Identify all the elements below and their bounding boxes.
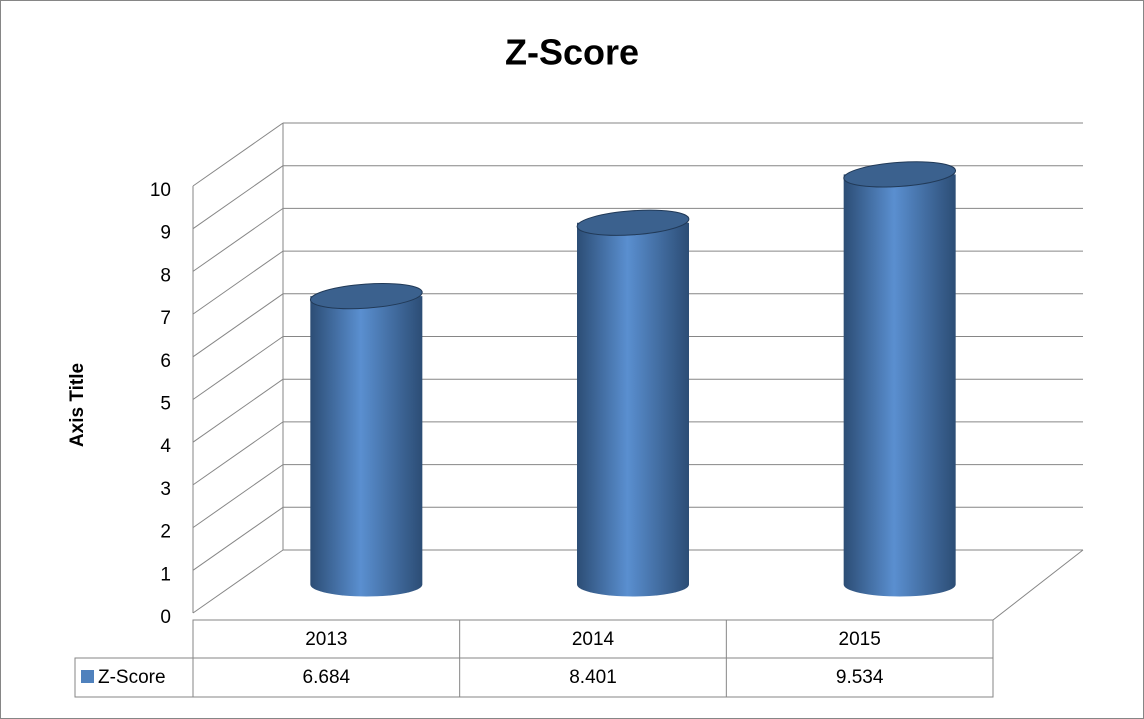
grid-line [192, 207, 284, 272]
y-tick-label: 3 [160, 479, 171, 500]
grid-line [192, 506, 284, 571]
y-tick-label: 9 [160, 223, 171, 244]
y-tick-label: 5 [160, 394, 171, 415]
x-tick-label: 2014 [572, 629, 615, 650]
grid-line [192, 464, 284, 529]
y-tick-label: 7 [160, 308, 171, 329]
grid-line [192, 165, 284, 230]
bar [843, 174, 956, 597]
grid-line [192, 421, 284, 486]
bar [310, 296, 423, 597]
grid-line [192, 549, 284, 614]
floor-edge [992, 549, 1084, 621]
chart-title: Z-Score [505, 32, 639, 73]
grid-line [192, 122, 284, 187]
grid-line [192, 293, 284, 358]
x-tick-label: 2015 [839, 629, 881, 650]
bar-top [309, 283, 423, 310]
table-value: 8.401 [569, 667, 617, 688]
y-tick-label: 1 [160, 564, 171, 585]
grid-line [192, 378, 284, 443]
table-value: 9.534 [836, 667, 884, 688]
y-tick-label: 4 [160, 436, 171, 457]
bar [577, 222, 689, 597]
legend-swatch [81, 670, 94, 683]
y-tick-label: 10 [150, 180, 171, 201]
legend-label: Z-Score [98, 667, 166, 688]
table-cell [74, 657, 994, 698]
y-tick-label: 8 [160, 265, 171, 286]
bar-top [843, 161, 957, 188]
table-value: 6.684 [303, 667, 351, 688]
y-tick-label: 2 [160, 522, 171, 543]
grid-line [192, 250, 284, 315]
y-tick-label: 6 [160, 351, 171, 372]
bar-top [576, 209, 690, 236]
y-axis-title: Axis Title [67, 363, 88, 447]
y-tick-label: 0 [160, 607, 171, 628]
grid-line [192, 336, 284, 400]
x-tick-label: 2013 [305, 629, 347, 650]
